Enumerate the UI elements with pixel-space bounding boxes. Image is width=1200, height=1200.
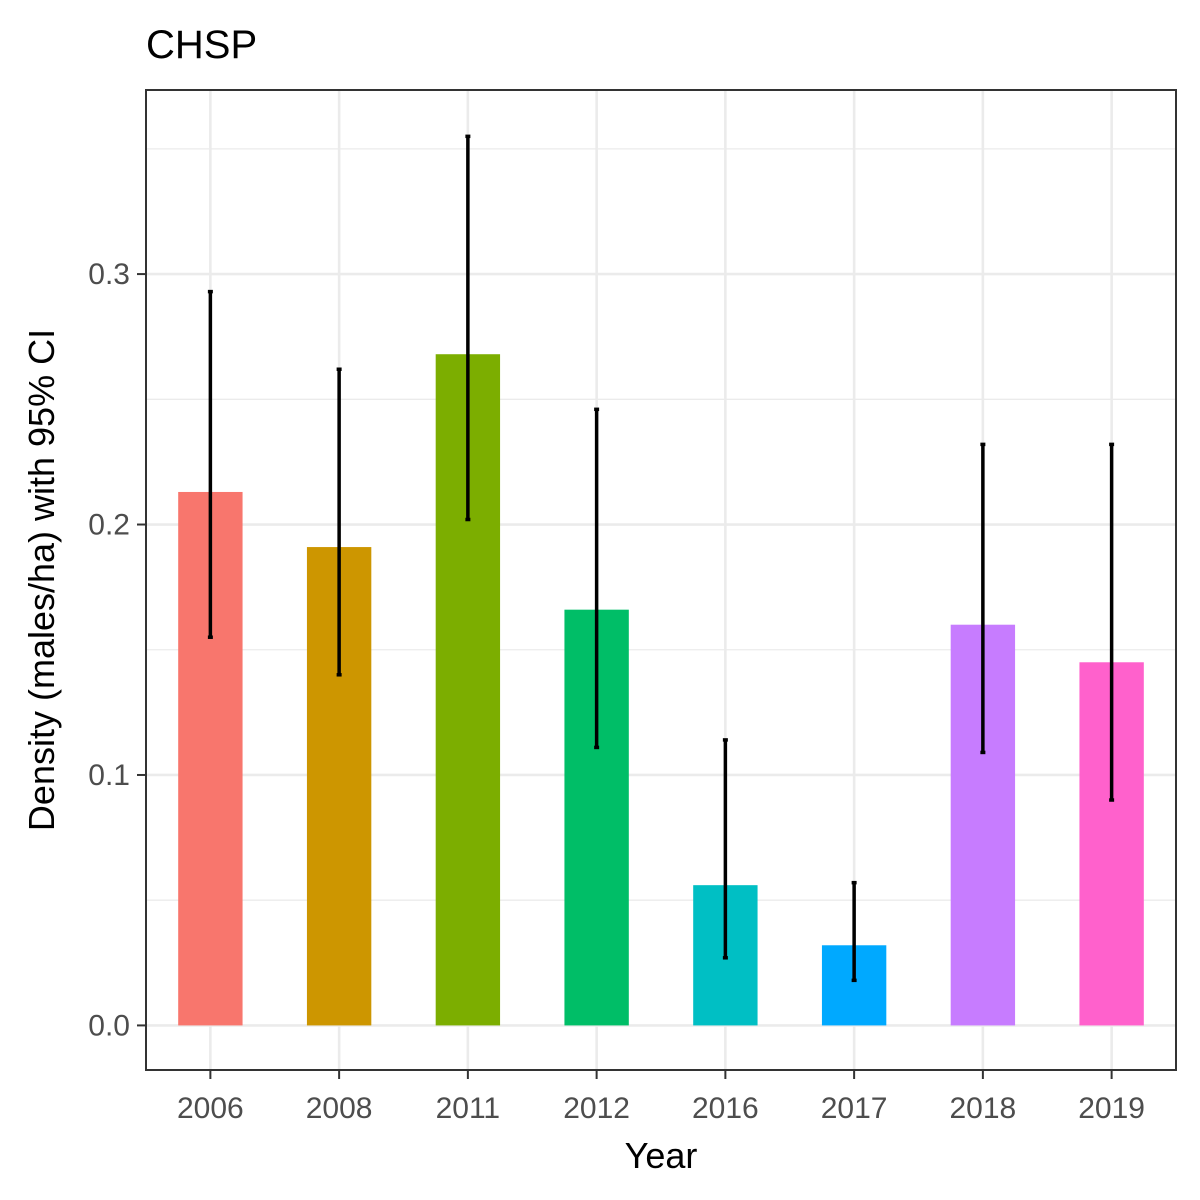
error-bar-2011 [465,134,471,522]
error-bar-2006 [207,289,213,639]
x-tick-label: 2016 [692,1092,759,1125]
x-axis-title: Year [625,1135,698,1176]
error-bars [207,134,1115,983]
error-bar-2012 [594,407,600,750]
x-axis: 2006 2008 2011 2012 2016 2017 2018 2019 [177,1070,1145,1125]
x-tick-label: 2011 [436,1092,501,1125]
x-tick-label: 2017 [821,1092,888,1125]
x-tick-label: 2019 [1078,1092,1145,1125]
error-bar-2019 [1109,442,1115,802]
x-tick-label: 2018 [950,1092,1017,1125]
error-bar-2017 [851,880,857,983]
x-tick-label: 2012 [563,1092,630,1125]
error-bar-2018 [980,442,986,755]
plot-panel [146,90,1176,1070]
x-tick-label: 2006 [177,1092,244,1125]
y-axis: 0.0 0.1 0.2 0.3 [88,258,146,1042]
plot-border [145,89,1177,1071]
chart-title: CHSP [146,23,257,67]
y-axis-title: Density (males/ha) with 95% CI [21,329,62,831]
y-tick-label: 0.0 [88,1009,130,1042]
error-bar-2016 [722,738,728,960]
x-tick-label: 2008 [306,1092,373,1125]
y-tick-label: 0.1 [88,759,130,792]
error-bar-2008 [336,367,342,677]
y-tick-label: 0.3 [88,258,130,291]
y-tick-label: 0.2 [88,509,130,542]
